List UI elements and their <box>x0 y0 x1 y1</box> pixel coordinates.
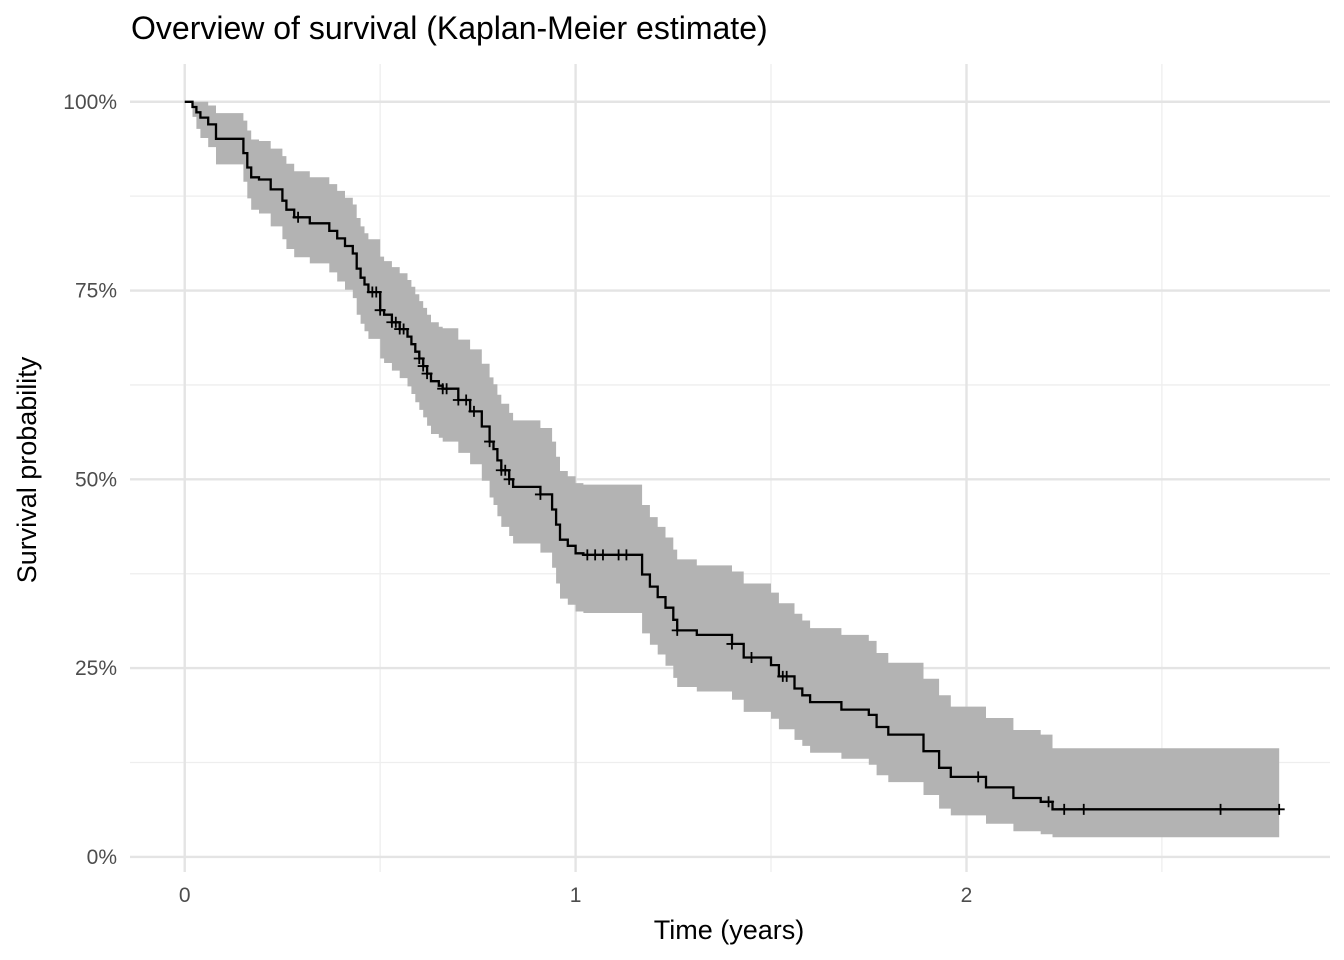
survival-line <box>184 100 1280 811</box>
y-tick-label: 0% <box>87 846 117 869</box>
y-tick-label: 75% <box>75 280 117 303</box>
y-tick-labels: 0% 25% 50% 75% 100% <box>63 91 117 869</box>
y-tick-label: 25% <box>75 657 117 680</box>
censor-mark <box>374 304 386 316</box>
censor-mark <box>745 652 757 664</box>
censor-mark <box>972 771 984 783</box>
censor-mark <box>1215 803 1227 815</box>
censor-marks <box>292 211 1285 815</box>
chart-title: Overview of survival (Kaplan-Meier estim… <box>131 10 768 46</box>
censor-mark <box>620 549 632 561</box>
x-tick-label: 1 <box>570 884 582 907</box>
censor-mark <box>292 211 304 223</box>
censor-mark <box>390 316 402 328</box>
censor-mark <box>781 670 793 682</box>
censor-mark <box>503 473 515 485</box>
x-axis-label: Time (years) <box>654 915 805 945</box>
censor-mark <box>726 638 738 650</box>
x-tick-label: 0 <box>179 884 191 907</box>
censor-mark <box>1273 803 1285 815</box>
censor-mark <box>597 549 609 561</box>
y-tick-label: 100% <box>63 91 117 114</box>
censor-mark <box>413 353 425 365</box>
x-tick-label: 2 <box>961 884 973 907</box>
censor-mark <box>499 464 511 476</box>
censor-mark <box>421 368 433 380</box>
censor-mark <box>460 394 472 406</box>
censor-mark <box>484 436 496 448</box>
censor-mark <box>1058 803 1070 815</box>
y-tick-label: 50% <box>75 468 117 491</box>
censor-mark <box>1078 803 1090 815</box>
confidence-band <box>184 101 1280 838</box>
censor-mark <box>671 624 683 636</box>
censor-mark <box>398 323 410 335</box>
censor-mark <box>417 360 429 372</box>
censor-mark <box>1043 796 1055 808</box>
censor-mark <box>370 286 382 298</box>
survival-curve <box>184 100 1280 811</box>
confidence-band-area <box>184 101 1280 838</box>
x-tick-labels: 0 1 2 <box>179 884 972 907</box>
censor-mark <box>468 405 480 417</box>
censor-mark <box>441 383 453 395</box>
y-axis-label: Survival probability <box>12 356 42 583</box>
censor-mark <box>534 488 546 500</box>
